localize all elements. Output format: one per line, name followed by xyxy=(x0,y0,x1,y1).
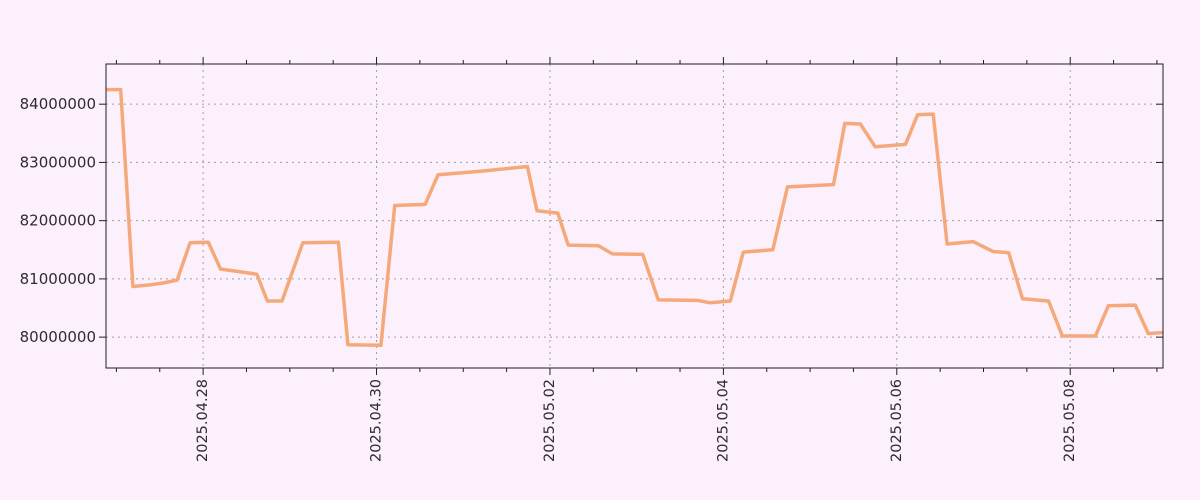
y-tick-label: 83000000 xyxy=(20,153,96,171)
x-tick-label: 2025.05.06 xyxy=(889,379,905,462)
x-tick-label: 2025.05.08 xyxy=(1062,379,1078,462)
x-tick-label: 2025.04.28 xyxy=(195,379,211,462)
y-tick-label: 81000000 xyxy=(20,270,96,288)
y-tick-label: 80000000 xyxy=(20,328,96,346)
plot-border xyxy=(105,63,1164,369)
x-tick-label: 2025.04.30 xyxy=(369,379,385,462)
x-tick-label: 2025.05.02 xyxy=(542,379,558,462)
x-tick-label: 2025.05.04 xyxy=(715,379,731,462)
y-tick-label: 82000000 xyxy=(20,212,96,230)
y-tick-label: 84000000 xyxy=(20,95,96,113)
statuses-series-line xyxy=(106,87,1164,348)
